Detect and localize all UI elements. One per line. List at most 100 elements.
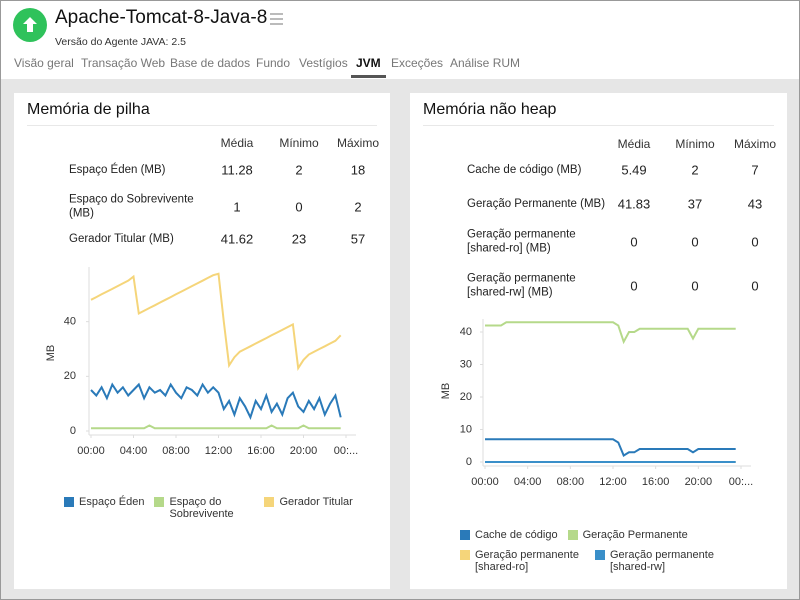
header: Apache-Tomcat-8-Java-8 Versão do Agente … [1,1,799,79]
legend-swatch [460,550,470,560]
metric-value: 43 [747,196,763,212]
legend-swatch [64,497,74,507]
legend-item: Geração Permanente [567,529,688,541]
tab[interactable]: Visão geral [14,56,74,70]
y-axis-label: MB [45,345,57,362]
legend-item: Espaço do Sobrevivente [154,496,254,520]
legend-swatch [595,550,605,560]
metric-value: 5.49 [621,162,647,178]
legend-item: Geração permanente [shared-ro] [460,549,585,573]
tab[interactable]: Transação Web [81,56,166,70]
metric-value: 2 [691,162,699,178]
x-tick-label: 16:00 [247,445,275,457]
row-label: Espaço Éden (MB) [69,163,166,176]
x-tick-label: 04:00 [120,445,148,457]
active-tab-underline [351,75,386,78]
x-tick-label: 20:00 [685,476,713,488]
y-tick-label: 0 [466,456,472,468]
metric-value: 7 [751,162,759,178]
metric-value: 0 [691,234,699,250]
x-tick-label: 08:00 [557,476,585,488]
line-chart: 0 10 20 30 40 00:00 04:00 08:00 12:00 16:00 20:00 0… [440,319,753,488]
legend-label: Geração permanente [shared-rw] [610,549,714,573]
x-tick-label: 08:00 [162,445,190,457]
metric-value: 57 [350,231,366,247]
tab[interactable]: Base de dados [170,56,251,70]
panel-title: Memória de pilha [27,101,150,118]
series-line [485,321,736,345]
panel: 0 10 20 30 40 00:00 04:00 08:00 12:00 16:00 20:00 0… [410,93,787,589]
metric-value: 41.83 [617,196,651,212]
legend-swatch [567,530,578,540]
row-label: Geração permanente [shared-rw] (MB) [467,272,576,299]
column-header: Mínimo [675,137,715,151]
metric-value: 0 [630,278,638,294]
metric-value: 0 [691,278,699,294]
x-tick-label: 00:... [334,445,358,457]
series-line [485,438,736,457]
y-tick-label: 10 [460,423,472,435]
legend-item: Gerador Titular [264,496,353,520]
metric-value: 2 [295,162,303,178]
y-tick-label: 0 [70,425,76,437]
metric-value: 11.28 [221,162,253,178]
divider [27,125,377,126]
legend-swatch [264,497,275,507]
x-tick-label: 00:00 [471,476,499,488]
metric-value: 18 [350,162,366,178]
legend-swatch [460,530,470,540]
legend: Espaço Éden Espaço do Sobrevivente Gerador… [64,496,384,520]
column-header: Média [220,136,254,150]
metric-value: 2 [354,199,362,215]
row-label: Geração permanente [shared-ro] (MB) [467,228,576,255]
y-tick-label: 30 [460,358,472,370]
tab[interactable]: JVM [356,56,381,70]
y-tick-label: 40 [460,326,472,338]
legend-item: Geração permanente [shared-rw] [595,549,720,573]
x-tick-label: 00:00 [77,445,105,457]
menu-icon[interactable] [270,13,284,25]
metric-value: 23 [291,231,307,247]
x-tick-label: 00:... [729,476,753,488]
status-icon [13,8,47,42]
x-tick-label: 04:00 [514,476,542,488]
legend-label: Geração Permanente [582,529,688,541]
tab[interactable]: Fundo [256,56,291,70]
legend-label: Espaço do Sobrevivente [169,496,234,520]
legend: Cache de código Geração Permanente Geração… [460,529,730,573]
column-header: Máximo [733,137,777,151]
column-header: Mínimo [279,136,319,150]
x-tick-label: 16:00 [642,476,670,488]
legend-label: Gerador Titular [279,496,353,508]
metric-value: 1 [233,199,241,215]
y-tick-label: 40 [64,316,76,328]
column-header: Média [617,137,651,151]
x-tick-label: 12:00 [205,445,233,457]
series-line [90,272,342,371]
legend-label: Espaço Éden [79,496,145,508]
tab[interactable]: Análise RUM [450,56,521,70]
x-tick-label: 20:00 [290,445,318,457]
legend-item: Cache de código [460,529,558,541]
x-tick-label: 12:00 [599,476,627,488]
legend-item: Espaço Éden [64,496,144,520]
y-tick-label: 20 [64,370,76,382]
legend-label: Cache de código [475,529,558,541]
series-line [91,424,341,430]
panel-title: Memória não heap [423,101,557,118]
y-tick-label: 20 [460,391,472,403]
column-header: Máximo [336,136,380,150]
y-axis-label: MB [440,383,452,400]
row-label: Espaço do Sobrevivente (MB) [69,193,194,220]
divider [423,125,774,126]
metric-value: 0 [751,234,759,250]
line-chart: 0 20 40 00:00 04:00 08:00 12:00 16:00 20:00 00:..… [45,267,358,457]
tab[interactable]: Exceções [391,56,444,70]
agent-version: Versão do Agente JAVA: 2.5 [55,36,186,48]
series-line [90,382,342,420]
metric-value: 41.62 [220,231,254,247]
row-label: Cache de código (MB) [467,163,582,176]
legend-swatch [154,497,165,507]
tab[interactable]: Vestígios [299,56,348,70]
